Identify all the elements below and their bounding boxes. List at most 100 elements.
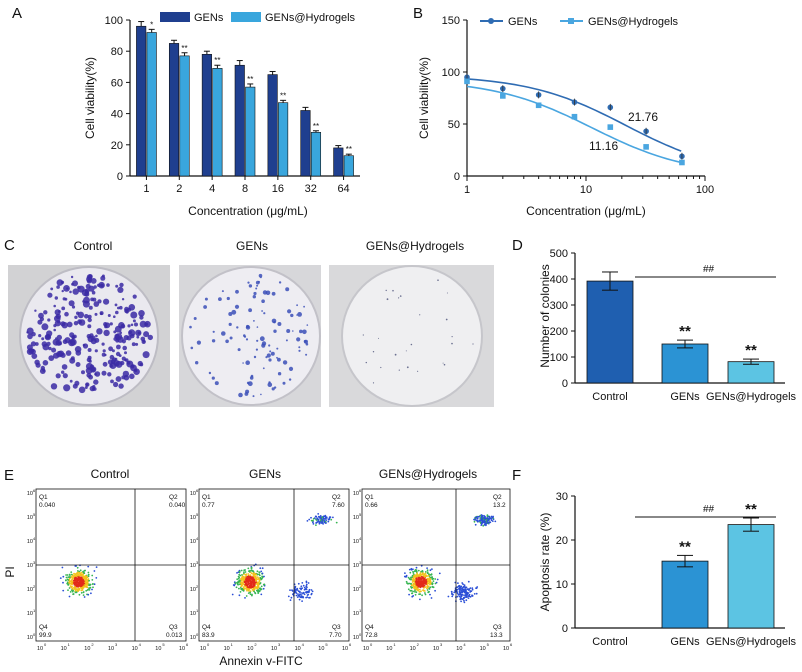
- colony-dot: [107, 359, 114, 365]
- colony-dot: [61, 322, 68, 329]
- flow-event: [240, 588, 243, 591]
- data-point: [643, 144, 649, 150]
- colony-dot: [235, 289, 239, 294]
- colony-dot: [137, 331, 141, 335]
- flow-event: [72, 589, 74, 592]
- colony-dot: [252, 295, 256, 299]
- quadrant-q4-label: Q4: [202, 624, 211, 631]
- flow-y-tick: 10: [27, 635, 33, 641]
- data-point: [679, 159, 685, 166]
- legend-marker-hydrogels: [568, 18, 574, 24]
- colony-dot: [189, 325, 192, 329]
- flow-event: [305, 583, 308, 586]
- y-tick-label: 30: [556, 491, 568, 503]
- flow-x-tick-exp: 1: [68, 642, 71, 647]
- flow-x-tick-exp: 2: [417, 642, 420, 647]
- colony-dot: [46, 341, 51, 346]
- flow-event: [478, 515, 480, 518]
- flow-event: [310, 519, 313, 522]
- bar: [267, 74, 278, 177]
- colony-dot: [69, 290, 72, 294]
- flow-event: [73, 586, 76, 588]
- colony-dot: [451, 342, 453, 345]
- ic50-label-hydrogels: 11.16: [589, 139, 618, 153]
- flow-event: [424, 592, 426, 594]
- flow-event: [238, 583, 241, 586]
- flow-event: [238, 570, 241, 573]
- flow-y-tick-exp: 5: [33, 512, 36, 517]
- flow-event: [258, 571, 261, 573]
- flow-event: [249, 591, 252, 594]
- flow-event: [438, 572, 441, 575]
- flow-event: [411, 576, 413, 578]
- flow-x-tick: 10: [37, 646, 43, 652]
- flow-event: [71, 583, 74, 585]
- flow-event: [253, 574, 255, 577]
- flow-y-tick: 10: [27, 491, 33, 497]
- flow-event: [310, 593, 313, 596]
- colony-dot: [372, 351, 375, 353]
- flow-event: [251, 594, 253, 597]
- flow-event: [306, 586, 308, 589]
- flow-event: [484, 523, 486, 525]
- colony-dot: [248, 308, 253, 313]
- colony-dot: [128, 329, 136, 337]
- flow-event: [79, 584, 82, 586]
- y-tick-label: 500: [550, 248, 568, 260]
- flow-event: [462, 586, 464, 589]
- flow-event: [259, 567, 262, 570]
- colony-dot: [258, 280, 260, 283]
- flow-y-tick: 10: [190, 587, 196, 593]
- flow-event: [429, 569, 432, 572]
- flow-event: [434, 589, 436, 592]
- flow-event: [421, 594, 423, 597]
- colony-dot: [261, 341, 267, 346]
- flow-event: [82, 585, 85, 588]
- flow-event: [258, 577, 260, 580]
- bar: [234, 64, 245, 177]
- flow-event: [75, 565, 77, 567]
- plate-title-genes: GENs: [236, 239, 268, 253]
- flow-event: [243, 569, 246, 572]
- colony-dot: [277, 322, 282, 326]
- flow-event: [68, 595, 71, 598]
- flow-event: [494, 520, 497, 523]
- flow-event: [467, 580, 470, 583]
- bar: [343, 155, 354, 177]
- flow-event: [244, 580, 247, 583]
- flow-event: [78, 593, 81, 596]
- flow-event: [243, 571, 245, 574]
- colony-dot: [248, 284, 253, 288]
- y-tick-label: 0: [562, 378, 568, 390]
- colony-dot: [117, 336, 124, 343]
- flow-y-tick-exp: 2: [33, 584, 36, 589]
- flow-event: [237, 581, 240, 584]
- colony-dot: [108, 346, 113, 352]
- colony-dot: [115, 310, 119, 315]
- flow-event: [467, 597, 470, 599]
- flow-x-tick: 10: [410, 646, 416, 652]
- flow-event: [298, 598, 301, 601]
- colony-dot: [58, 310, 61, 313]
- colony-dot: [246, 324, 250, 329]
- colony-dot: [78, 319, 86, 326]
- flow-event: [70, 589, 73, 591]
- colony-dot: [268, 358, 272, 362]
- flow-x-tick: 10: [363, 646, 369, 652]
- colony-dot: [89, 385, 96, 392]
- colony-dot: [83, 296, 90, 304]
- colony-dot: [40, 365, 45, 371]
- colony-dot: [285, 339, 288, 342]
- flow-x-tick: 10: [480, 646, 486, 652]
- flow-event: [417, 576, 420, 579]
- flow-event: [419, 581, 422, 584]
- flow-event: [87, 575, 90, 578]
- flow-event: [91, 579, 94, 581]
- flow-event: [406, 582, 408, 585]
- flow-event: [289, 589, 291, 591]
- flow-event: [87, 581, 89, 583]
- legend-label-hydrogels-b: GENs@Hydrogels: [588, 16, 679, 28]
- flow-event: [476, 517, 479, 520]
- plate-dish-hydrogels: [341, 265, 483, 407]
- colony-dot: [53, 328, 56, 332]
